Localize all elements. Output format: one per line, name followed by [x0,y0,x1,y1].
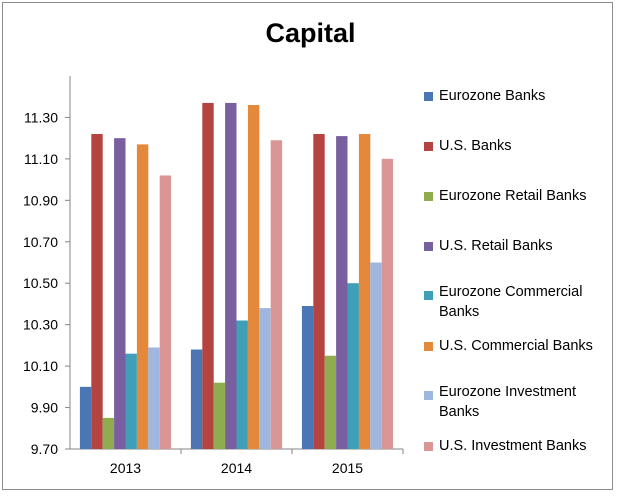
y-tick-label: 9.70 [31,441,58,457]
x-tick-label: 2015 [332,460,363,476]
bar-eurozone-retail-banks-2014 [213,382,226,449]
legend-swatch [424,342,433,351]
bar-eurozone-banks-2015 [301,306,314,449]
bar-eurozone-commercial-banks-2014 [236,320,248,449]
y-tick-label: 10.70 [23,234,58,250]
legend-swatch [424,142,433,151]
x-tick-label: 2014 [221,460,252,476]
legend-swatch [424,92,433,101]
legend-swatch [424,192,433,201]
bar-u-s-commercial-banks-2014 [247,105,260,449]
legend-swatch [424,291,433,300]
bar-u-s-investment-banks-2014 [270,140,283,449]
legend-swatch [424,242,433,251]
bar-u-s-banks-2015 [313,134,325,449]
bar-eurozone-banks-2014 [190,349,203,449]
legend-label: U.S. Retail Banks [439,238,553,254]
y-tick-label: 10.90 [23,192,58,208]
bar-u-s-retail-banks-2015 [336,136,348,449]
legend-label: Eurozone Banks [439,88,546,104]
bar-eurozone-investment-banks-2015 [370,262,382,449]
y-tick-label: 10.30 [23,317,58,333]
legend-swatch [424,442,433,451]
bar-u-s-banks-2013 [91,134,103,449]
y-tick-label: 11.30 [24,109,58,125]
bar-u-s-retail-banks-2013 [114,138,126,449]
legend-label: Eurozone Retail Banks [439,188,587,204]
bar-u-s-investment-banks-2013 [159,175,172,449]
bar-eurozone-banks-2013 [79,386,92,449]
chart-title: Capital [265,18,356,48]
y-tick-label: 10.50 [23,275,58,291]
bar-eurozone-retail-banks-2013 [102,417,115,449]
bar-u-s-banks-2014 [202,102,214,449]
bar-u-s-investment-banks-2015 [381,158,394,449]
chart-bars [79,102,394,449]
y-tick-label: 9.90 [31,400,58,416]
chart-tick-labels: 9.70 9.90 10.10 10.30 10.50 10.70 10.90 11.10 11… [23,109,363,476]
legend-label: U.S. Investment Banks [439,438,587,454]
bar-eurozone-investment-banks-2014 [259,308,271,449]
bar-eurozone-investment-banks-2013 [148,347,160,449]
bar-eurozone-commercial-banks-2015 [347,283,359,449]
legend-label: U.S. Commercial Banks [439,338,593,354]
bar-u-s-commercial-banks-2013 [136,144,149,449]
y-tick-label: 11.10 [24,151,58,167]
bar-eurozone-commercial-banks-2013 [125,353,137,449]
bar-u-s-retail-banks-2014 [225,102,237,449]
bar-eurozone-retail-banks-2015 [324,355,337,449]
legend-label: Eurozone Investment Banks [439,384,577,420]
legend-label: Eurozone Commercial Banks [439,284,583,320]
y-tick-label: 10.10 [23,358,58,374]
x-tick-label: 2013 [110,460,141,476]
legend-label: U.S. Banks [439,138,512,154]
bar-u-s-commercial-banks-2015 [358,134,371,449]
legend-swatch [424,391,433,400]
